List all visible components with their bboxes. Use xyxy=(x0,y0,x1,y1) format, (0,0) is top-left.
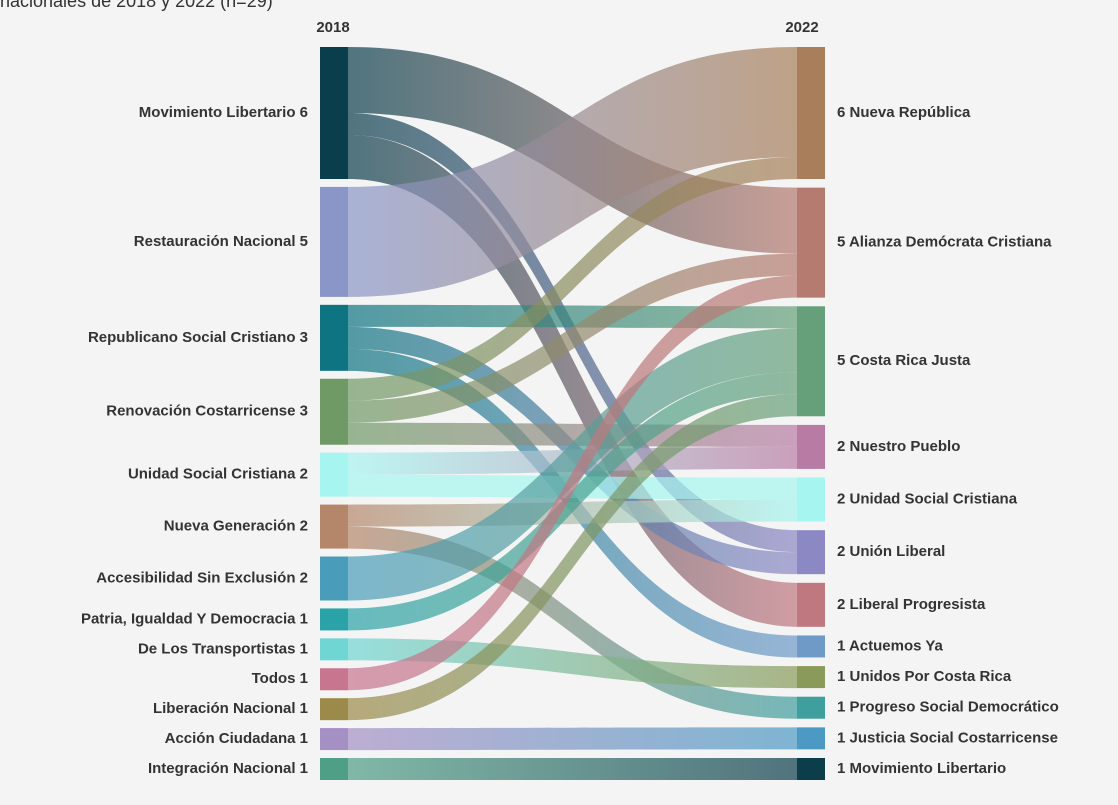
node-label: Republicano Social Cristiano 3 xyxy=(88,329,308,346)
flow xyxy=(348,758,797,780)
flow xyxy=(348,135,797,627)
flow xyxy=(348,394,797,721)
node-label: Acción Ciudadana 1 xyxy=(165,730,308,747)
node xyxy=(797,758,825,780)
node-label: Nueva Generación 2 xyxy=(164,518,308,535)
node xyxy=(320,47,348,179)
node-label: 5 Alianza Demócrata Cristiana xyxy=(837,234,1052,251)
node xyxy=(320,638,348,661)
node xyxy=(797,306,825,417)
flow xyxy=(348,526,797,719)
node xyxy=(797,47,825,179)
flow xyxy=(348,275,797,691)
node-label: 1 Movimiento Libertario xyxy=(837,760,1006,777)
node xyxy=(320,556,348,601)
flow xyxy=(348,157,797,401)
node-label: 2 Unión Liberal xyxy=(837,543,945,560)
node xyxy=(797,666,825,689)
node-label: 1 Progreso Social Democrático xyxy=(837,699,1059,716)
node xyxy=(320,758,348,780)
node-label: Unidad Social Cristiana 2 xyxy=(128,466,308,483)
node-label: Integración Nacional 1 xyxy=(148,760,308,777)
flow xyxy=(348,372,797,631)
flow xyxy=(348,727,797,751)
node xyxy=(797,530,825,575)
node-label: Restauración Nacional 5 xyxy=(134,233,308,250)
flow xyxy=(348,499,797,527)
node xyxy=(320,698,348,721)
node xyxy=(797,696,825,719)
flow xyxy=(348,328,797,601)
node xyxy=(320,186,348,297)
node-label: 1 Unidos Por Costa Rica xyxy=(837,668,1012,685)
flow xyxy=(348,638,797,689)
node xyxy=(320,728,348,751)
node-label: Todos 1 xyxy=(252,670,308,687)
node-label: 1 Justicia Social Costarricense xyxy=(837,729,1058,746)
node xyxy=(797,424,825,469)
left-header: 2018 xyxy=(316,19,349,36)
node xyxy=(797,187,825,298)
node xyxy=(320,452,348,497)
node xyxy=(320,304,348,371)
flow xyxy=(348,253,797,423)
node xyxy=(320,504,348,549)
right-header: 2022 xyxy=(785,19,818,36)
node-label: Renovación Costarricense 3 xyxy=(106,403,308,420)
node xyxy=(320,608,348,631)
node-label: 2 Unidad Social Cristiana xyxy=(837,491,1018,508)
node-label: 1 Actuemos Ya xyxy=(837,637,944,654)
node-label: Accesibilidad Sin Exclusión 2 xyxy=(96,569,308,586)
node xyxy=(320,378,348,445)
node-label: 5 Costa Rica Justa xyxy=(837,352,971,369)
node xyxy=(797,582,825,627)
node xyxy=(797,635,825,658)
node-label: 2 Nuestro Pueblo xyxy=(837,438,960,455)
flow xyxy=(348,47,797,297)
chart-title: nacionales de 2018 y 2022 (n=29) xyxy=(0,0,273,11)
node xyxy=(797,727,825,750)
node xyxy=(320,668,348,691)
node xyxy=(797,477,825,522)
node-label: Movimiento Libertario 6 xyxy=(139,104,308,121)
node-label: De Los Transportistas 1 xyxy=(138,640,308,657)
node-label: 6 Nueva República xyxy=(837,104,971,121)
node-label: Liberación Nacional 1 xyxy=(153,700,308,717)
node-label: 2 Liberal Progresista xyxy=(837,596,986,613)
node-label: Patria, Igualdad Y Democracia 1 xyxy=(81,610,308,627)
